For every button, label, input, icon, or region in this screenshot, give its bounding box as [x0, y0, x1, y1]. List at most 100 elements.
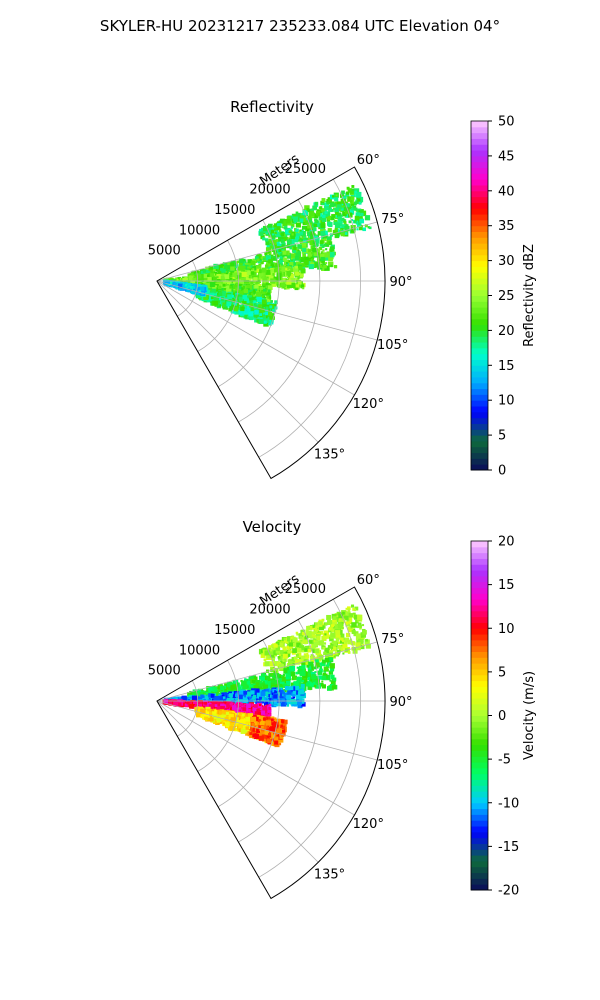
echo-gate: [257, 283, 262, 288]
echo-gate: [345, 191, 350, 195]
echo-gate: [274, 231, 277, 234]
echo-gate: [305, 629, 309, 633]
echo-gate: [260, 649, 265, 653]
echo-gate: [349, 200, 353, 203]
echo-gate: [311, 252, 314, 255]
echo-gate: [262, 315, 266, 319]
echo-gate: [290, 277, 296, 284]
echo-gate: [255, 270, 258, 274]
echo-gate: [288, 658, 293, 663]
echo-gate: [344, 621, 349, 625]
echo-gate: [326, 647, 329, 651]
echo-gate: [284, 250, 290, 256]
echo-gate: [217, 285, 222, 290]
echo-gate: [273, 262, 276, 265]
echo-gate: [253, 312, 259, 318]
radial-tick-label: 5000: [148, 244, 181, 259]
echo-gate: [301, 631, 305, 636]
echo-gate: [251, 300, 254, 303]
echo-gate: [265, 282, 269, 286]
echo-gate: [253, 685, 259, 690]
echo-gate: [303, 656, 307, 660]
azimuth-spoke: [156, 280, 378, 341]
echo-gate: [312, 205, 318, 211]
echo-gate: [307, 648, 312, 653]
echo-gate: [281, 226, 284, 229]
echo-gate: [268, 314, 274, 320]
echo-gate: [307, 685, 313, 690]
echo-gate: [198, 691, 204, 697]
radial-tick-label: 20000: [249, 183, 290, 198]
colorbar-segment: [471, 301, 488, 308]
echo-gate: [258, 318, 264, 324]
colorbar-segment: [471, 307, 488, 314]
echo-gate: [192, 278, 197, 282]
echo-gate: [330, 249, 333, 252]
echo-gate: [342, 637, 345, 641]
echo-gate: [262, 312, 266, 315]
echo-gate: [304, 654, 308, 658]
azimuth-spoke: [156, 280, 355, 396]
echo-gate: [314, 262, 320, 268]
echo-gate: [320, 223, 326, 229]
echo-gate: [265, 269, 271, 275]
echo-gate: [278, 249, 282, 252]
echo-gate: [332, 616, 337, 620]
echo-gate: [277, 687, 282, 691]
echo-gate: [308, 681, 314, 687]
echo-gate: [277, 236, 284, 242]
echo-gate: [298, 266, 303, 271]
echo-gate: [213, 295, 220, 301]
echo-gate: [368, 226, 372, 230]
echo-gate: [315, 243, 319, 247]
echo-gate: [307, 252, 313, 257]
echo-gate: [331, 214, 336, 218]
echo-gate: [341, 626, 344, 630]
echo-gate: [248, 693, 254, 699]
echo-gate: [213, 280, 218, 285]
echo-gate: [276, 223, 282, 228]
echo-gate: [345, 607, 348, 610]
echo-gate: [319, 254, 325, 259]
colorbar-segment: [471, 121, 488, 128]
echo-gate: [303, 679, 308, 684]
echo-gate: [258, 304, 262, 308]
echo-gate: [328, 627, 332, 631]
echo-gate: [305, 682, 310, 687]
echo-gate: [333, 619, 336, 622]
echo-gate: [181, 695, 187, 702]
echo-gate: [273, 304, 277, 307]
echo-gate: [322, 214, 326, 219]
echo-gate: [295, 222, 301, 228]
echo-gate: [317, 231, 323, 236]
echo-gate: [284, 702, 288, 706]
echo-gate: [254, 256, 259, 261]
echo-gate: [234, 696, 238, 700]
echo-gate: [218, 264, 225, 270]
echo-gate: [267, 655, 270, 659]
echo-gate: [305, 654, 310, 659]
echo-gate: [321, 675, 327, 681]
echo-gate: [224, 698, 228, 702]
echo-gate: [328, 241, 333, 246]
echo-gate: [326, 244, 329, 247]
colorbar-segment: [471, 429, 488, 436]
echo-gate: [299, 671, 304, 676]
echo-gate: [303, 653, 306, 656]
echo-gate: [234, 693, 239, 698]
echo-gate: [291, 682, 294, 686]
echo-gate: [234, 264, 239, 269]
echo-gate: [335, 637, 340, 641]
echo-gate: [233, 279, 236, 282]
echo-gate: [335, 617, 341, 623]
echo-gate: [320, 256, 325, 262]
echo-gate: [297, 280, 302, 285]
echo-gate: [280, 263, 284, 266]
echo-gate: [308, 661, 314, 667]
echo-gate: [357, 614, 363, 620]
echo-gate: [328, 256, 333, 262]
echo-gate: [282, 236, 287, 242]
echo-gate: [323, 264, 327, 269]
echo-gate: [259, 683, 263, 687]
echo-gate: [250, 306, 256, 312]
